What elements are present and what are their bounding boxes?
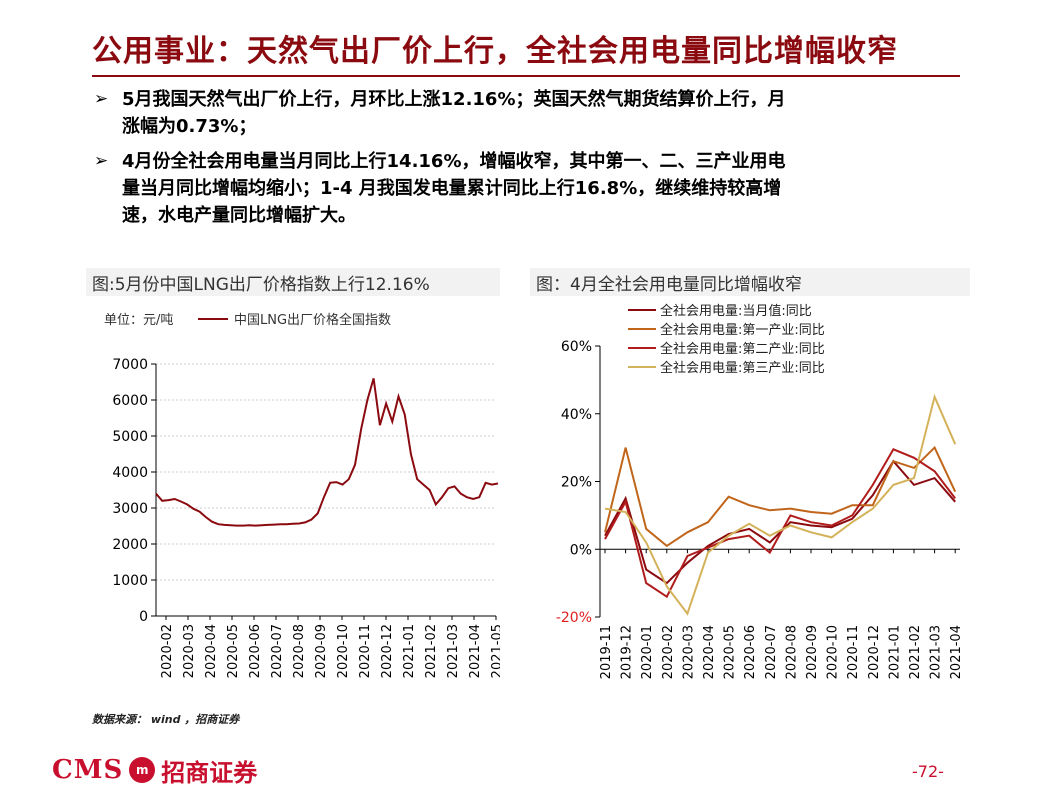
- lng-y-tick-label: 4000: [112, 465, 148, 481]
- elec-y-tick-label: 20%: [561, 475, 592, 491]
- bullet-line: 5月我国天然气出厂价上行，月环比上涨12.16%；英国天然气期货结算价上行，月: [122, 89, 786, 110]
- lng-x-tick-label: 2020-08: [292, 624, 307, 678]
- lng-y-tick-label: 5000: [112, 429, 148, 445]
- bullet-line: 4月份全社会用电量当月同比上行14.16%，增幅收窄，其中第一、二、三产业用电: [122, 151, 786, 172]
- lng-price-series-line: [155, 378, 499, 527]
- bullet-line: 量当月同比增幅均缩小；1-4 月我国发电量累计同比上行16.8%，继续维持较高增: [122, 178, 782, 199]
- page-title: 公用事业：天然气出厂价上行，全社会用电量同比增幅收窄: [92, 34, 898, 69]
- elec-x-tick-label: 2020-01: [640, 625, 655, 679]
- lng-x-tick-label: 2020-10: [336, 624, 351, 678]
- elec-x-tick-label: 2021-04: [949, 625, 964, 679]
- logo-badge-icon: m: [129, 757, 156, 783]
- elec-x-tick-label: 2020-12: [867, 625, 882, 679]
- bullet-line: 速，水电产量同比增幅扩大。: [122, 205, 356, 226]
- lng-chart-area: 单位：元/吨 中国LNG出厂价格全国指数 0 1000 2000 3000 4000 5000…: [86, 296, 505, 704]
- bullet-gas-price: ➢ 5月我国天然气出厂价上行，月环比上涨12.16%；英国天然气期货结算价上行，…: [92, 86, 982, 140]
- cms-logo: CMS m 招商证券: [52, 752, 257, 788]
- elec-x-tick-label: 2020-10: [826, 625, 841, 679]
- lng-x-tick-label: 2020-09: [314, 624, 329, 678]
- elec-x-tick-label: 2021-03: [929, 625, 944, 679]
- page-number: -72-: [912, 762, 944, 781]
- elec-x-tick-label: 2020-04: [702, 625, 717, 679]
- lng-x-tick-label: 2021-05: [490, 624, 500, 678]
- lng-chart: 单位：元/吨 中国LNG出厂价格全国指数 0 1000 2000 3000 4000 5000…: [104, 312, 505, 678]
- elec-series-line-3: [604, 448, 956, 599]
- lng-x-tick-label: 2020-07: [270, 624, 285, 678]
- lng-x-tick-label: 2020-02: [160, 624, 175, 678]
- lng-chart-panel: 图:5月份中国LNG出厂价格指数上行12.16% 单位：元/吨 中国LNG出厂价格…: [86, 268, 505, 704]
- elec-legend-label: 全社会用电量:第二产业:同比: [660, 341, 825, 357]
- logo-chinese-name: 招商证券: [161, 757, 258, 787]
- elec-x-tick-label: 2020-03: [681, 625, 696, 679]
- elec-x-tick-label: 2020-02: [661, 625, 676, 679]
- lng-y-tick-label: 0: [139, 609, 148, 625]
- elec-x-tick-label: 2020-08: [784, 625, 799, 679]
- bullet-line: 涨幅为0.73%；: [122, 116, 257, 137]
- elec-series-line-4: [604, 393, 957, 616]
- elec-y-tick-label: 60%: [561, 339, 592, 355]
- lng-x-tick-label: 2020-05: [226, 624, 241, 678]
- lng-x-tick-label: 2021-04: [468, 624, 483, 678]
- bullet-list: ➢ 5月我国天然气出厂价上行，月环比上涨12.16%；英国天然气期货结算价上行，…: [92, 86, 982, 237]
- logo-text: CMS: [52, 755, 124, 785]
- elec-legend-label: 全社会用电量:第一产业:同比: [660, 322, 825, 338]
- electricity-chart-panel: 图：4月全社会用电量同比增幅收窄 -20% 0% 20% 40% 60% 2019-11 2…: [530, 268, 970, 704]
- data-source: 数据来源： wind ，招商证券: [92, 713, 240, 726]
- arrow-bullet-icon: ➢: [94, 151, 109, 171]
- lng-x-tick-label: 2020-04: [204, 624, 219, 678]
- lng-x-tick-label: 2021-01: [402, 624, 417, 678]
- elec-legend-label: 全社会用电量:第三产业:同比: [660, 360, 825, 376]
- bullet-electricity: ➢ 4月份全社会用电量当月同比上行14.16%，增幅收窄，其中第一、二、三产业用…: [92, 148, 982, 229]
- elec-y-tick-label: -20%: [556, 610, 592, 626]
- lng-x-tick-label: 2020-03: [182, 624, 197, 678]
- lng-x-tick-label: 2021-03: [446, 624, 461, 678]
- arrow-bullet-icon: ➢: [94, 89, 109, 109]
- elec-series-line-2: [604, 445, 957, 548]
- elec-x-tick-label: 2020-05: [723, 625, 738, 679]
- lng-x-tick-label: 2021-02: [424, 624, 439, 678]
- electricity-chart-area: -20% 0% 20% 40% 60% 2019-11 2019-12 2020-01 2020…: [530, 296, 970, 704]
- lng-y-tick-label: 6000: [112, 393, 148, 409]
- elec-x-tick-label: 2021-01: [887, 625, 902, 679]
- lng-chart-title: 图:5月份中国LNG出厂价格指数上行12.16%: [92, 275, 430, 295]
- lng-x-tick-label: 2020-12: [380, 624, 395, 678]
- electricity-chart: -20% 0% 20% 40% 60% 2019-11 2019-12 2020-01 2020…: [556, 303, 964, 679]
- elec-legend-label: 全社会用电量:当月值:同比: [660, 303, 812, 319]
- elec-y-tick-label: 0%: [570, 542, 592, 558]
- lng-legend-label: 中国LNG出厂价格全国指数: [234, 312, 391, 328]
- elec-x-tick-label: 2021-02: [908, 625, 923, 679]
- elec-x-tick-label: 2020-06: [743, 625, 758, 679]
- elec-x-tick-label: 2020-07: [764, 625, 779, 679]
- elec-x-tick-label: 2020-11: [846, 625, 861, 679]
- lng-x-tick-label: 2020-06: [248, 624, 263, 678]
- lng-y-tick-label: 3000: [112, 501, 148, 517]
- lng-x-tick-label: 2020-11: [358, 624, 373, 678]
- lng-y-tick-label: 1000: [112, 573, 148, 589]
- lng-unit-label: 单位：元/吨: [104, 313, 173, 328]
- lng-y-tick-label: 2000: [112, 537, 148, 553]
- elec-x-tick-label: 2020-09: [805, 625, 820, 679]
- elec-x-tick-label: 2019-11: [599, 625, 614, 679]
- electricity-chart-title: 图：4月全社会用电量同比增幅收窄: [536, 275, 802, 295]
- lng-y-tick-label: 7000: [112, 357, 148, 373]
- elec-x-tick-label: 2019-12: [620, 625, 635, 679]
- elec-y-tick-label: 40%: [561, 407, 592, 423]
- title-divider: [92, 75, 960, 77]
